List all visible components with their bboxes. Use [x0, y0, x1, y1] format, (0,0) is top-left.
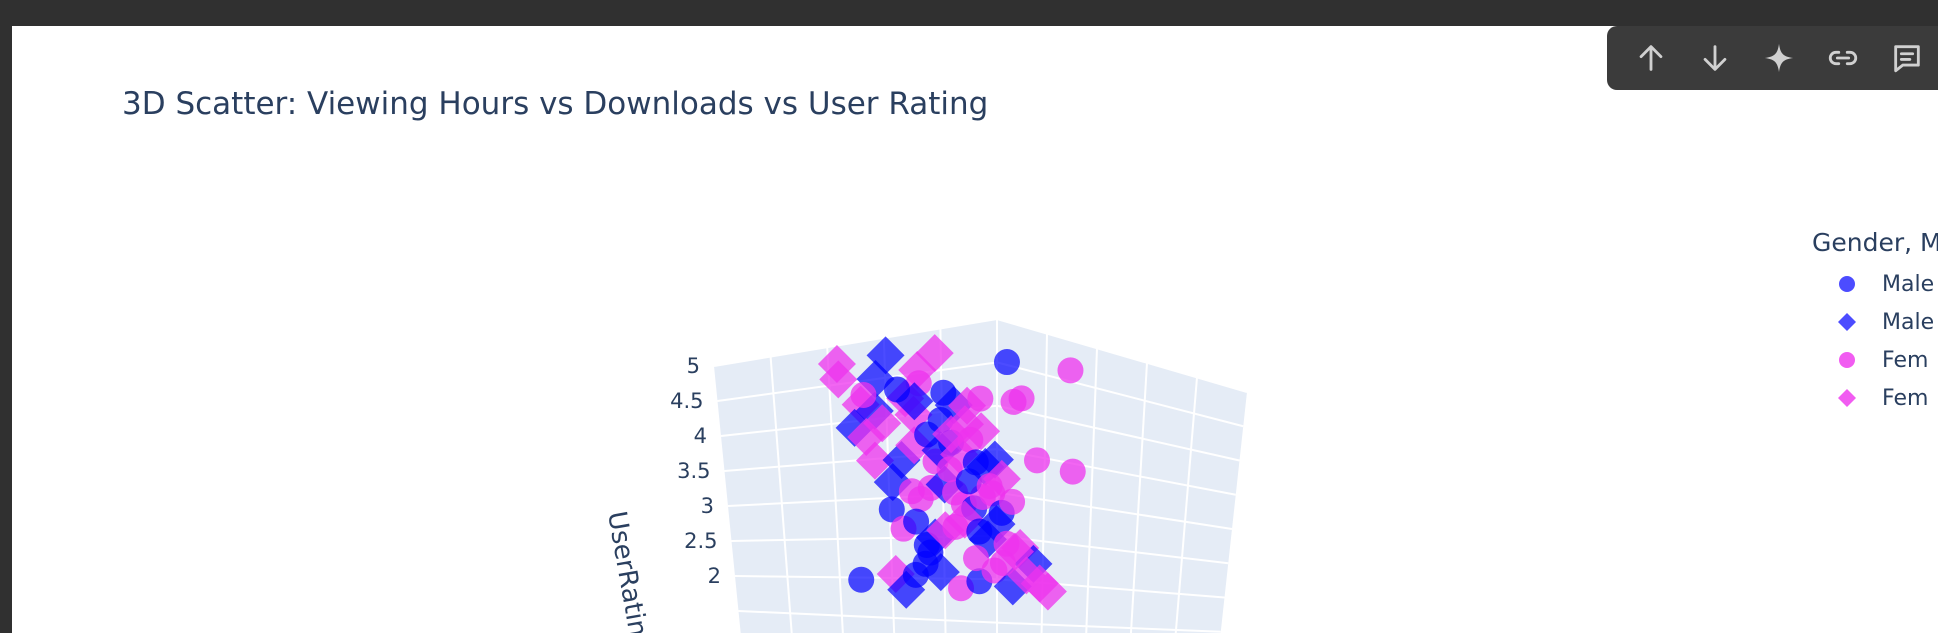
scatter-point [989, 550, 1016, 577]
circle-marker-icon [1812, 350, 1882, 370]
z-gridline-right [996, 491, 1233, 530]
x-gridline [826, 347, 844, 633]
y-gridline [1174, 377, 1198, 633]
z-gridline-right [996, 621, 1221, 633]
legend-label: Fem [1882, 385, 1929, 411]
scatter-point [863, 404, 902, 443]
scatter-point [903, 508, 930, 535]
move-up-button[interactable] [1621, 30, 1681, 86]
z-gridline-left [717, 361, 998, 402]
diamond-marker-icon [1812, 388, 1882, 408]
arrow-down-icon [1703, 45, 1727, 71]
move-down-button[interactable] [1685, 30, 1745, 86]
z-gridline-left [738, 610, 998, 624]
sparkle-icon [1764, 43, 1794, 73]
scatter-point [1057, 357, 1084, 384]
legend: Gender, M Male Male Fem Fem [1812, 228, 1938, 417]
z-tick-label: 5 [687, 354, 700, 378]
back-wall-right [997, 319, 1247, 633]
scatter-point [967, 385, 994, 412]
scatter-point [993, 349, 1020, 376]
z-tick-label: 3.5 [677, 459, 710, 483]
scatter-point [976, 473, 1003, 500]
z-gridline-right [996, 318, 1248, 393]
scatter-point [1059, 458, 1086, 485]
comment-icon [1894, 45, 1920, 73]
z-gridline-left [713, 318, 998, 367]
plot-page: 3D Scatter: Viewing Hours vs Downloads v… [12, 26, 1938, 633]
z-axis-title: UserRating [601, 509, 655, 633]
z-tick-label: 4.5 [670, 389, 703, 413]
legend-label: Male [1882, 309, 1935, 335]
scatter-points [817, 334, 1086, 611]
legend-item-male-circle[interactable]: Male [1812, 265, 1938, 303]
floating-toolbar [1607, 26, 1938, 90]
legend-item-male-diamond[interactable]: Male [1812, 303, 1938, 341]
legend-title: Gender, M [1812, 228, 1938, 257]
scatter-point [878, 496, 905, 523]
scatter-point [936, 456, 963, 483]
scatter-point [856, 441, 895, 480]
legend-label: Male [1882, 271, 1935, 297]
copy-link-button[interactable] [1813, 30, 1873, 86]
z-axis-ticks: 5 4.5 4 3.5 3 2.5 2 [670, 354, 721, 588]
scatter-point [955, 468, 982, 495]
scatter-point [1023, 447, 1050, 474]
y-gridline [1085, 348, 1098, 633]
link-icon [1828, 50, 1858, 66]
scatter-point [963, 545, 990, 572]
z-gridline-right [996, 361, 1244, 428]
z-tick-label: 4 [694, 424, 707, 448]
scatter-point [932, 415, 971, 454]
scatter-point [962, 412, 1001, 451]
scatter-point [917, 539, 944, 566]
legend-item-female-diamond[interactable]: Fem [1812, 379, 1938, 417]
scatter-point [915, 334, 954, 373]
z-tick-label: 2.5 [684, 529, 717, 553]
x-gridline [769, 356, 793, 633]
scatter-point [850, 382, 877, 409]
scatter-point [819, 360, 858, 399]
legend-item-female-circle[interactable]: Fem [1812, 341, 1938, 379]
z-gridline-right [996, 534, 1229, 565]
diamond-marker-icon [1812, 312, 1882, 332]
circle-marker-icon [1812, 274, 1882, 294]
scatter-point [848, 566, 875, 593]
z-tick-label: 3 [701, 494, 714, 518]
scatter-point [1028, 572, 1067, 611]
ai-sparkle-button[interactable] [1749, 30, 1809, 86]
scatter-point [895, 382, 934, 421]
y-gridline [1129, 362, 1148, 633]
scatter-point [1000, 388, 1027, 415]
z-gridline-right [996, 404, 1240, 462]
arrow-up-icon [1639, 45, 1663, 71]
chart-title: 3D Scatter: Viewing Hours vs Downloads v… [122, 86, 989, 122]
legend-label: Fem [1882, 347, 1929, 373]
y-gridline [1040, 333, 1048, 633]
z-tick-label: 2 [708, 564, 721, 588]
scene-3d[interactable]: 5 4.5 4 3.5 3 2.5 2 UserRating [12, 26, 1938, 633]
comment-button[interactable] [1877, 30, 1937, 86]
scatter-point [999, 488, 1026, 515]
